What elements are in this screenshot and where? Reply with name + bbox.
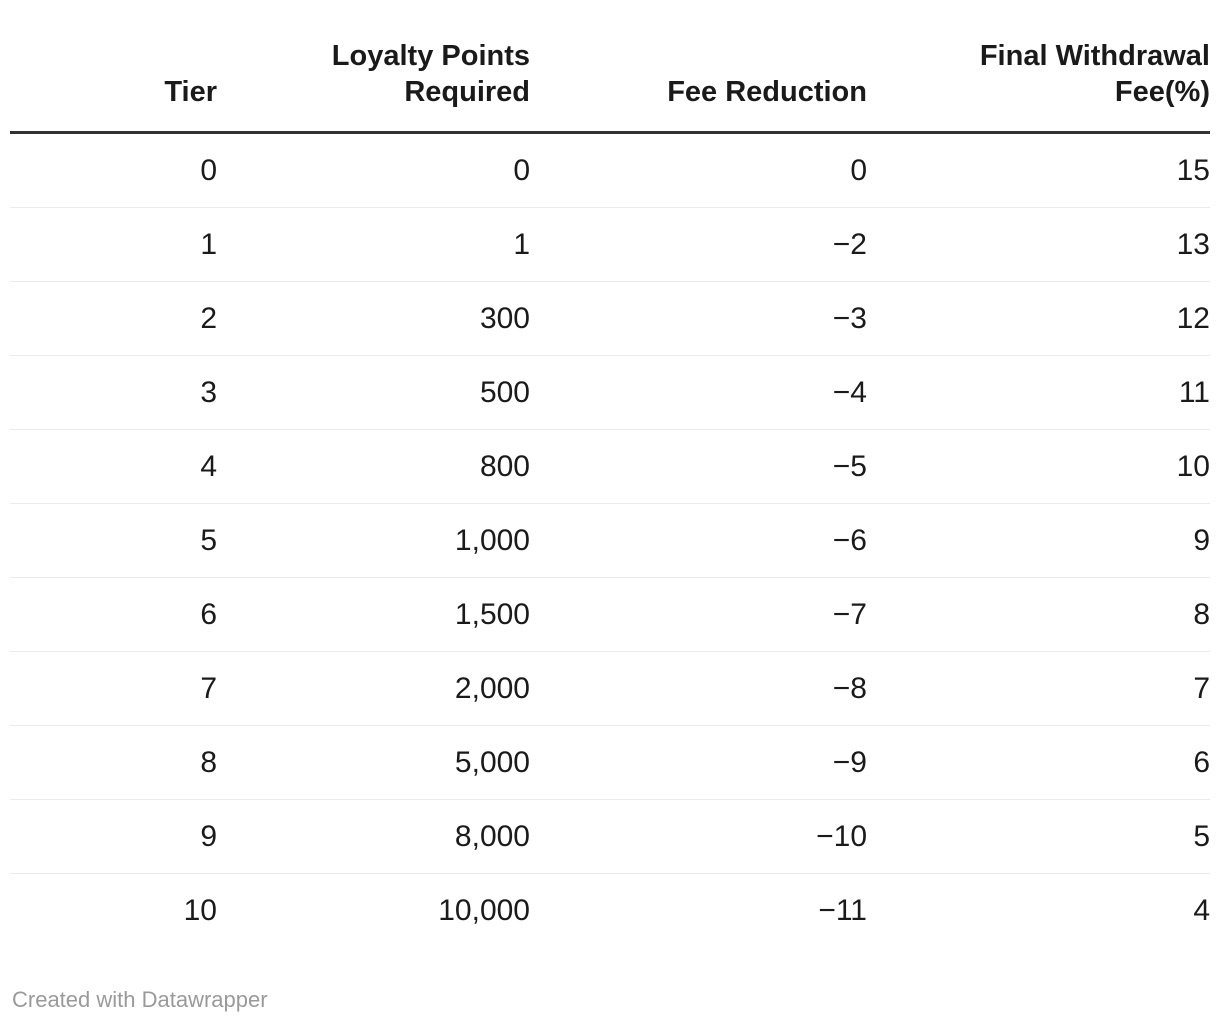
cell-final-withdrawal-fee: 15 [867,132,1210,208]
cell-final-withdrawal-fee: 12 [867,281,1210,356]
cell-fee-reduction: −6 [530,503,867,578]
cell-tier: 10 [183,893,217,927]
cell-loyalty-points-required: 1,500 [217,577,530,652]
cell-final-withdrawal-fee: 7 [867,651,1210,726]
cell-fee-reduction: −5 [530,429,867,504]
table-row-tier-1: 1 1 −2 13 [10,207,1210,282]
table-row-tier-9: 9 8,000 −10 5 [10,799,1210,874]
cell-tier: 1 [10,207,217,282]
cell-tier: 9 [10,799,217,874]
cell-tier: 8 [10,725,217,800]
cell-loyalty-points-required: 300 [217,281,530,356]
cell-final-withdrawal-fee: 8 [867,577,1210,652]
table-row-tier-8: 8 5,000 −9 6 [10,725,1210,800]
table-header: Tier Loyalty Points Required Fee Reduction F… [10,0,1210,134]
table-row-tier-7: 7 2,000 −8 7 [10,651,1210,726]
cell-final-withdrawal-fee: 6 [867,725,1210,800]
cell-loyalty-points-required: 800 [217,429,530,504]
cell-loyalty-points-required: 10,000 [438,893,530,927]
cell-tier: 0 [10,132,217,208]
cell-loyalty-points-required: 1 [217,207,530,282]
cell-fee-reduction: −9 [530,725,867,800]
cell-fee-reduction: −4 [530,355,867,430]
table-row-tier-4: 4 800 −5 10 [10,429,1210,504]
cell-loyalty-points-required: 5,000 [217,725,530,800]
cell-final-withdrawal-fee: 13 [867,207,1210,282]
cell-fee-reduction: −7 [530,577,867,652]
cell-fee-reduction: −3 [530,281,867,356]
col-header-loyalty-points-required: Loyalty Points Required [217,0,530,134]
cell-tier: 3 [10,355,217,430]
table-row-tier-6: 6 1,500 −7 8 [10,577,1210,652]
cell-fee-reduction: −8 [530,651,867,726]
cell-loyalty-points-required: 0 [217,132,530,208]
cell-tier: 5 [10,503,217,578]
cell-loyalty-points-required: 1,000 [217,503,530,578]
cell-tier: 6 [10,577,217,652]
cell-fee-reduction: −11 [818,893,867,927]
cell-tier: 7 [10,651,217,726]
table-row-tier-10: 10 10,000 −11 4 [10,874,1210,948]
table-row-tier-5: 5 1,000 −6 9 [10,503,1210,578]
cell-fee-reduction: 0 [530,132,867,208]
table-row-tier-0: 0 0 0 15 [10,132,1210,208]
table-header-row: Tier Loyalty Points Required Fee Reduction F… [10,0,1210,134]
col-header-final-withdrawal-fee: Final Withdrawal Fee(%) [867,0,1210,134]
cell-loyalty-points-required: 8,000 [217,799,530,874]
col-header-tier: Tier [10,0,217,134]
cell-final-withdrawal-fee: 4 [1193,893,1210,927]
cell-final-withdrawal-fee: 5 [867,799,1210,874]
table-row-tier-2: 2 300 −3 12 [10,281,1210,356]
col-header-fee-reduction: Fee Reduction [530,0,867,134]
attribution: Created with Datawrapper [12,987,1220,1013]
table-body: 0 0 0 15 1 1 −2 13 2 300 −3 12 3 500 −4 11 4 800 −5 10 5 1,00… [10,132,1210,948]
cell-fee-reduction: −10 [530,799,867,874]
loyalty-tiers-table: Tier Loyalty Points Required Fee Reduction F… [10,0,1210,947]
table-row-tier-3: 3 500 −4 11 [10,355,1210,430]
cell-tier: 4 [10,429,217,504]
cell-final-withdrawal-fee: 9 [867,503,1210,578]
cell-loyalty-points-required: 500 [217,355,530,430]
cell-tier: 2 [10,281,217,356]
cell-loyalty-points-required: 2,000 [217,651,530,726]
cell-fee-reduction: −2 [530,207,867,282]
cell-final-withdrawal-fee: 11 [867,355,1210,430]
attribution-link[interactable]: Created with Datawrapper [12,987,268,1012]
cell-final-withdrawal-fee: 10 [867,429,1210,504]
